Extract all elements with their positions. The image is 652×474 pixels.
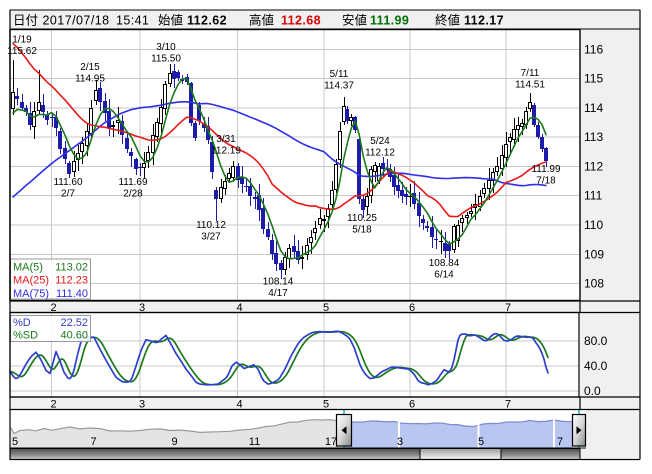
svg-text:115: 115 <box>584 72 603 86</box>
svg-text:80.0: 80.0 <box>584 334 608 348</box>
svg-text:2: 2 <box>50 399 56 411</box>
svg-text:2/15: 2/15 <box>80 62 100 73</box>
svg-text:7/18: 7/18 <box>536 175 556 186</box>
svg-text:112.23: 112.23 <box>55 275 88 287</box>
svg-text:2017/07/18: 2017/07/18 <box>43 14 110 28</box>
svg-text:114: 114 <box>584 101 603 115</box>
svg-text:40.0: 40.0 <box>584 359 608 373</box>
svg-text:MA(25): MA(25) <box>13 275 49 287</box>
svg-text:MA(5): MA(5) <box>13 262 43 274</box>
svg-text:7: 7 <box>557 436 563 448</box>
svg-text:高値: 高値 <box>249 13 274 28</box>
svg-text:3/10: 3/10 <box>156 42 176 53</box>
svg-text:116: 116 <box>584 42 603 56</box>
svg-text:2/7: 2/7 <box>61 188 75 199</box>
svg-text:7: 7 <box>505 399 511 411</box>
svg-text:110: 110 <box>584 218 603 232</box>
svg-text:安値: 安値 <box>342 13 367 28</box>
svg-text:5: 5 <box>12 436 18 448</box>
svg-text:4: 4 <box>236 302 242 314</box>
svg-text:3: 3 <box>397 436 403 448</box>
svg-text:4/17: 4/17 <box>268 288 288 299</box>
svg-text:3: 3 <box>139 399 145 411</box>
svg-text:11: 11 <box>249 436 260 448</box>
svg-text:112.62: 112.62 <box>187 14 227 28</box>
svg-text:5/24: 5/24 <box>370 136 390 147</box>
svg-text:114.95: 114.95 <box>75 74 105 85</box>
svg-text:115.62: 115.62 <box>7 46 37 57</box>
svg-text:0.0: 0.0 <box>584 384 601 398</box>
svg-text:5/18: 5/18 <box>352 225 372 236</box>
svg-text:7: 7 <box>505 302 511 314</box>
svg-text:3/27: 3/27 <box>201 231 221 242</box>
svg-text:111.60: 111.60 <box>53 177 83 188</box>
svg-text:終値: 終値 <box>435 13 460 28</box>
svg-text:108.14: 108.14 <box>263 276 294 287</box>
svg-text:112.68: 112.68 <box>281 14 321 28</box>
svg-text:112.12: 112.12 <box>365 148 395 159</box>
svg-text:108.84: 108.84 <box>429 258 460 269</box>
svg-text:%SD: %SD <box>13 330 38 342</box>
svg-text:112: 112 <box>584 159 603 173</box>
svg-text:6: 6 <box>409 399 415 411</box>
svg-text:111.69: 111.69 <box>118 177 148 188</box>
svg-text:112.17: 112.17 <box>464 14 504 28</box>
svg-text:110.12: 110.12 <box>196 220 226 231</box>
svg-text:22.52: 22.52 <box>60 317 88 329</box>
svg-text:111: 111 <box>584 189 603 203</box>
svg-text:6/14: 6/14 <box>434 270 454 281</box>
svg-text:2: 2 <box>50 302 56 314</box>
svg-text:111.99: 111.99 <box>531 164 561 175</box>
svg-text:MA(75): MA(75) <box>13 288 49 300</box>
svg-text:109: 109 <box>584 247 604 261</box>
svg-text:115.50: 115.50 <box>151 54 181 65</box>
svg-text:2/28: 2/28 <box>123 188 143 199</box>
svg-text:111.99: 111.99 <box>370 14 409 28</box>
svg-text:15:41: 15:41 <box>116 14 149 28</box>
svg-text:7/11: 7/11 <box>521 68 540 79</box>
svg-text:111.40: 111.40 <box>56 288 88 300</box>
svg-text:110.25: 110.25 <box>347 213 377 224</box>
svg-text:始値: 始値 <box>158 13 183 28</box>
svg-text:%D: %D <box>13 317 31 329</box>
svg-text:108: 108 <box>584 277 604 291</box>
svg-text:17: 17 <box>325 436 337 448</box>
svg-text:5: 5 <box>478 436 484 448</box>
svg-text:3/31: 3/31 <box>216 134 236 145</box>
svg-text:5/11: 5/11 <box>330 69 349 80</box>
svg-text:113.02: 113.02 <box>55 262 88 274</box>
svg-text:日付: 日付 <box>13 14 38 28</box>
svg-text:5: 5 <box>323 399 329 411</box>
svg-text:112.19: 112.19 <box>211 146 241 157</box>
svg-text:7: 7 <box>90 436 96 448</box>
svg-text:5: 5 <box>323 302 329 314</box>
svg-text:4: 4 <box>236 399 242 411</box>
svg-text:3: 3 <box>139 302 145 314</box>
svg-text:6: 6 <box>409 302 415 314</box>
svg-text:1/19: 1/19 <box>12 35 32 46</box>
svg-text:40.60: 40.60 <box>60 330 88 342</box>
svg-text:114.37: 114.37 <box>324 81 354 92</box>
svg-text:9: 9 <box>171 436 177 448</box>
svg-text:113: 113 <box>584 130 603 144</box>
svg-text:114.51: 114.51 <box>515 80 545 91</box>
